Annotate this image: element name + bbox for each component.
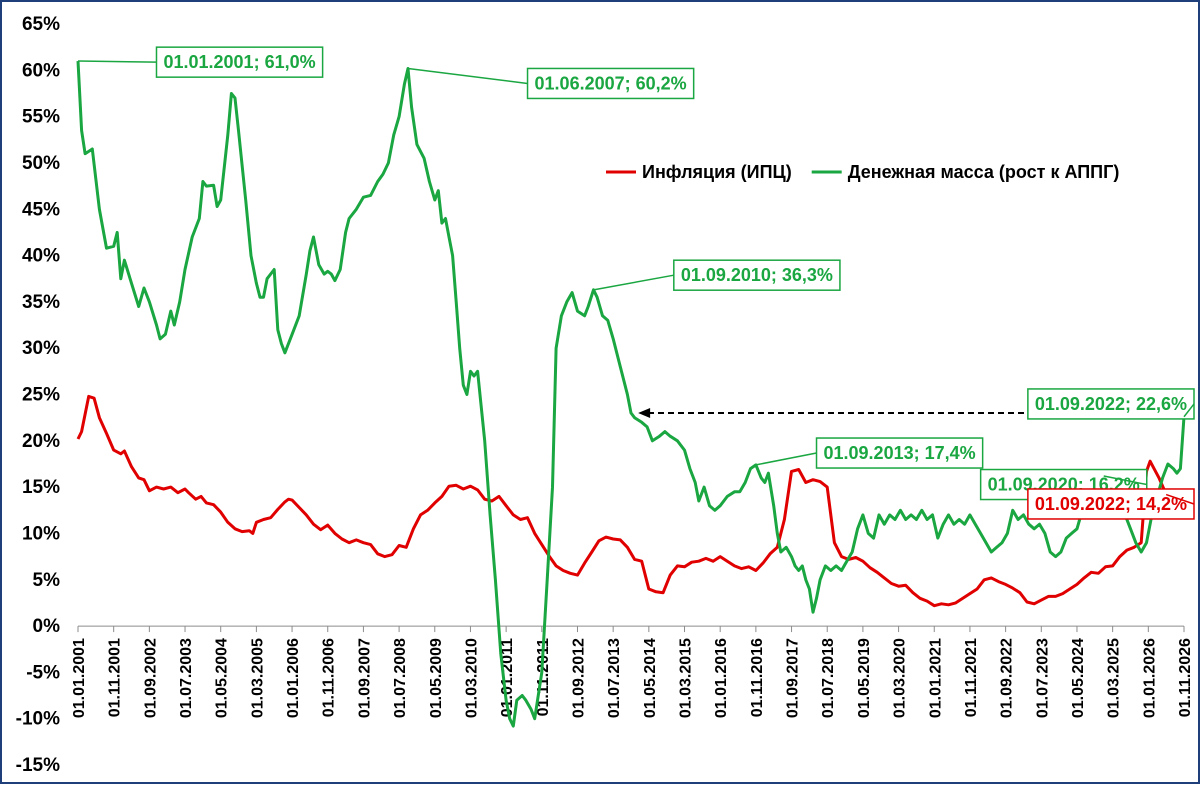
y-tick-label: 10%	[22, 523, 60, 544]
callout-label: 01.09.2013; 17,4%	[824, 443, 976, 463]
x-tick-label: 01.11.2006	[321, 638, 338, 717]
callout-leader	[77, 60, 157, 63]
x-tick-label: 01.09.2007	[356, 638, 373, 718]
callout-label: 01.09.2010; 36,3%	[681, 265, 833, 285]
x-tick-label: 01.09.2022	[999, 638, 1016, 718]
chart-axes: -15% -10% -5% 0% 5% 10% 15% 20% 25% 30% 35% 40% 45% 5…	[16, 14, 1194, 776]
y-tick-label: 0%	[33, 616, 61, 637]
y-tick-label: 5%	[33, 570, 61, 591]
chart-callouts: 01.01.2001; 61,0% 01.06.2007; 60,2% 01.09.…	[77, 46, 1195, 520]
callout-box	[155, 46, 324, 78]
x-tick-label: 01.11.2016	[749, 638, 766, 717]
x-tick-label: 01.11.2021	[963, 638, 980, 717]
x-tick-label: 01.11.2001	[107, 638, 124, 717]
reference-arrow	[638, 408, 1184, 419]
callout-leader	[1165, 493, 1195, 505]
y-tick-label: 20%	[22, 431, 60, 452]
callout-box	[673, 259, 841, 291]
arrow-head	[638, 408, 651, 419]
callout-leader	[755, 452, 817, 466]
callout-leader	[1183, 403, 1195, 418]
x-tick-label: 01.07.2008	[392, 638, 409, 718]
callout-label: 01.06.2007; 60,2%	[535, 73, 687, 93]
x-tick-label: 01.07.2023	[1034, 638, 1051, 718]
y-tick-label: 65%	[22, 14, 60, 35]
x-tick-label: 01.01.2006	[285, 638, 302, 718]
y-tick-label: 25%	[22, 385, 60, 406]
x-tick-label: 01.09.2012	[570, 638, 587, 718]
chart-legend: Инфляция (ИПЦ) Денежная масса (рост к АПП…	[606, 162, 1119, 182]
y-tick-label: 55%	[22, 107, 60, 128]
y-tick-label: 60%	[22, 60, 60, 81]
data-callout: 01.09.2013; 17,4%	[755, 437, 984, 469]
x-tick-label: 01.01.2001	[71, 638, 88, 718]
money-supply-line	[76, 61, 1186, 728]
chart-series	[76, 61, 1186, 728]
callout-label: 01.09.2022; 14,2%	[1035, 494, 1187, 514]
x-tick-label: 01.03.2020	[892, 638, 909, 718]
callout-label: 01.09.2022; 22,6%	[1035, 394, 1187, 414]
y-tick-label: -10%	[16, 709, 60, 730]
x-tick-label: 01.07.2013	[606, 638, 623, 718]
callout-leader	[407, 67, 528, 85]
x-tick-label: 01.01.2011	[499, 638, 516, 717]
data-callout: 01.09.2022; 14,2%	[1027, 488, 1195, 520]
inflation-line	[76, 394, 1168, 608]
y-tick-label: 30%	[22, 338, 60, 359]
x-tick-label: 01.03.2025	[1106, 638, 1123, 718]
x-tick-label: 01.05.2009	[428, 638, 445, 718]
callout-label: 01.01.2001; 61,0%	[163, 52, 315, 72]
y-tick-label: 50%	[22, 153, 60, 174]
x-tick-label: 01.01.2016	[713, 638, 730, 718]
data-callout: 01.09.2022; 22,6%	[1027, 388, 1195, 420]
callout-leader	[1103, 475, 1147, 486]
y-tick-label: -5%	[26, 662, 60, 683]
data-callout: 01.06.2007; 60,2%	[407, 67, 695, 100]
x-tick-label: 01.01.2026	[1141, 638, 1158, 718]
x-tick-label: 01.03.2010	[463, 638, 480, 718]
y-tick-label: 45%	[22, 199, 60, 220]
x-tick-label: 01.07.2003	[178, 638, 195, 718]
x-tick-label: 01.05.2004	[214, 638, 231, 718]
y-tick-label: -15%	[16, 755, 60, 776]
data-callout: 01.09.2010; 36,3%	[593, 259, 841, 291]
x-tick-label: 01.05.2019	[856, 638, 873, 718]
x-tick-label: 01.07.2018	[820, 638, 837, 718]
y-tick-label: 35%	[22, 292, 60, 313]
x-tick-label: 01.05.2014	[642, 638, 659, 718]
x-tick-label: 01.03.2005	[249, 638, 266, 718]
x-tick-label: 01.11.2026	[1177, 638, 1194, 717]
legend-label: Денежная масса (рост к АППГ)	[848, 162, 1120, 182]
x-tick-label: 01.03.2015	[678, 638, 695, 718]
x-tick-label: 01.09.2017	[785, 638, 802, 718]
x-tick-label: 01.09.2002	[142, 638, 159, 718]
x-tick-label: 01.05.2024	[1070, 638, 1087, 718]
x-tick-label: 01.01.2021	[927, 638, 944, 718]
callout-box	[815, 437, 984, 469]
callout-box	[1027, 388, 1195, 420]
y-tick-label: 15%	[22, 477, 60, 498]
callout-leader	[593, 274, 674, 291]
legend-label: Инфляция (ИПЦ)	[642, 162, 792, 182]
data-callout: 01.01.2001; 61,0%	[77, 46, 324, 78]
y-tick-label: 40%	[22, 246, 60, 267]
